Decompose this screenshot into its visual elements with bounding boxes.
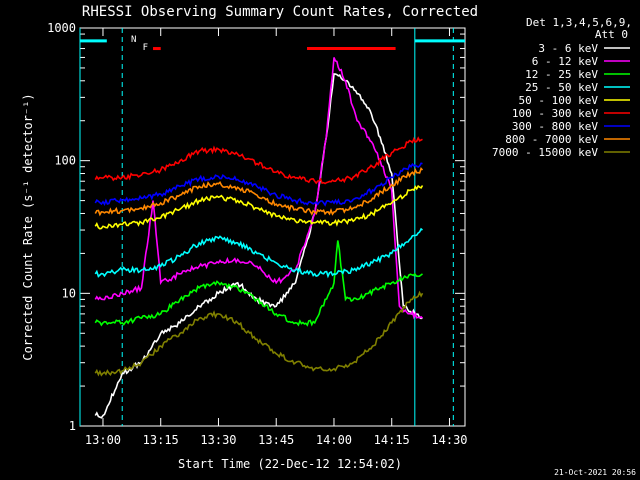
chart-title: RHESSI Observing Summary Count Rates, Co…: [82, 4, 478, 20]
x-tick-label: 14:30: [431, 433, 467, 447]
y-tick-label: 1000: [47, 21, 76, 35]
y-axis-label: Corrected Count Rate (s⁻¹ detector⁻¹): [21, 93, 35, 360]
x-tick-label: 14:15: [374, 433, 410, 447]
series-300-800-kev: [94, 162, 423, 207]
y-tick-label: 1: [69, 419, 76, 433]
series-lines: [94, 57, 424, 419]
x-axis-label: Start Time (22-Dec-12 12:54:02): [178, 457, 402, 471]
vertical-markers: [79, 28, 454, 426]
y-tick-label: 100: [54, 154, 76, 168]
legend-label: 50 - 100 keV: [519, 94, 599, 107]
legend-header-line-1: Det 1,3,4,5,6,9,: [526, 16, 632, 29]
legend-label: 3 - 6 keV: [538, 42, 598, 55]
series-800-7000-kev: [94, 166, 424, 217]
legend-label: 12 - 25 keV: [525, 68, 598, 81]
series-100-300-kev: [94, 136, 423, 185]
series-7000-15000-kev: [94, 290, 424, 377]
annotation-bars: NF: [80, 35, 465, 53]
legend-label: 7000 - 15000 keV: [492, 146, 598, 159]
x-axis-ticks: 13:00 13:15 13:30 13:45 14:00 14:15 14:30: [85, 28, 468, 447]
x-tick-label: 13:30: [200, 433, 236, 447]
x-tick-label: 13:00: [85, 433, 121, 447]
series-6-12-kev: [94, 57, 424, 320]
series-25-50-kev: [94, 227, 423, 279]
legend-header-line-2: Att 0: [595, 28, 628, 41]
series-3-6-kev: [94, 73, 423, 419]
annotation-label-n: N: [131, 35, 136, 45]
legend-label: 100 - 300 keV: [512, 107, 598, 120]
x-tick-label: 13:15: [143, 433, 179, 447]
legend-label: 800 - 7000 keV: [505, 133, 598, 146]
x-tick-label: 14:00: [316, 433, 352, 447]
x-tick-label: 13:45: [258, 433, 294, 447]
y-tick-label: 10: [62, 286, 76, 300]
legend-label: 25 - 50 keV: [525, 81, 598, 94]
series-50-100-kev: [94, 184, 424, 230]
legend-label: 300 - 800 keV: [512, 120, 598, 133]
footer-date: 21-Oct-2021 20:56: [554, 468, 636, 477]
legend-label: 6 - 12 keV: [532, 55, 599, 68]
y-axis-ticks: 1 10 100 1000: [47, 21, 465, 433]
annotation-label-f: F: [143, 43, 148, 53]
series-12-25-kev: [94, 240, 423, 327]
